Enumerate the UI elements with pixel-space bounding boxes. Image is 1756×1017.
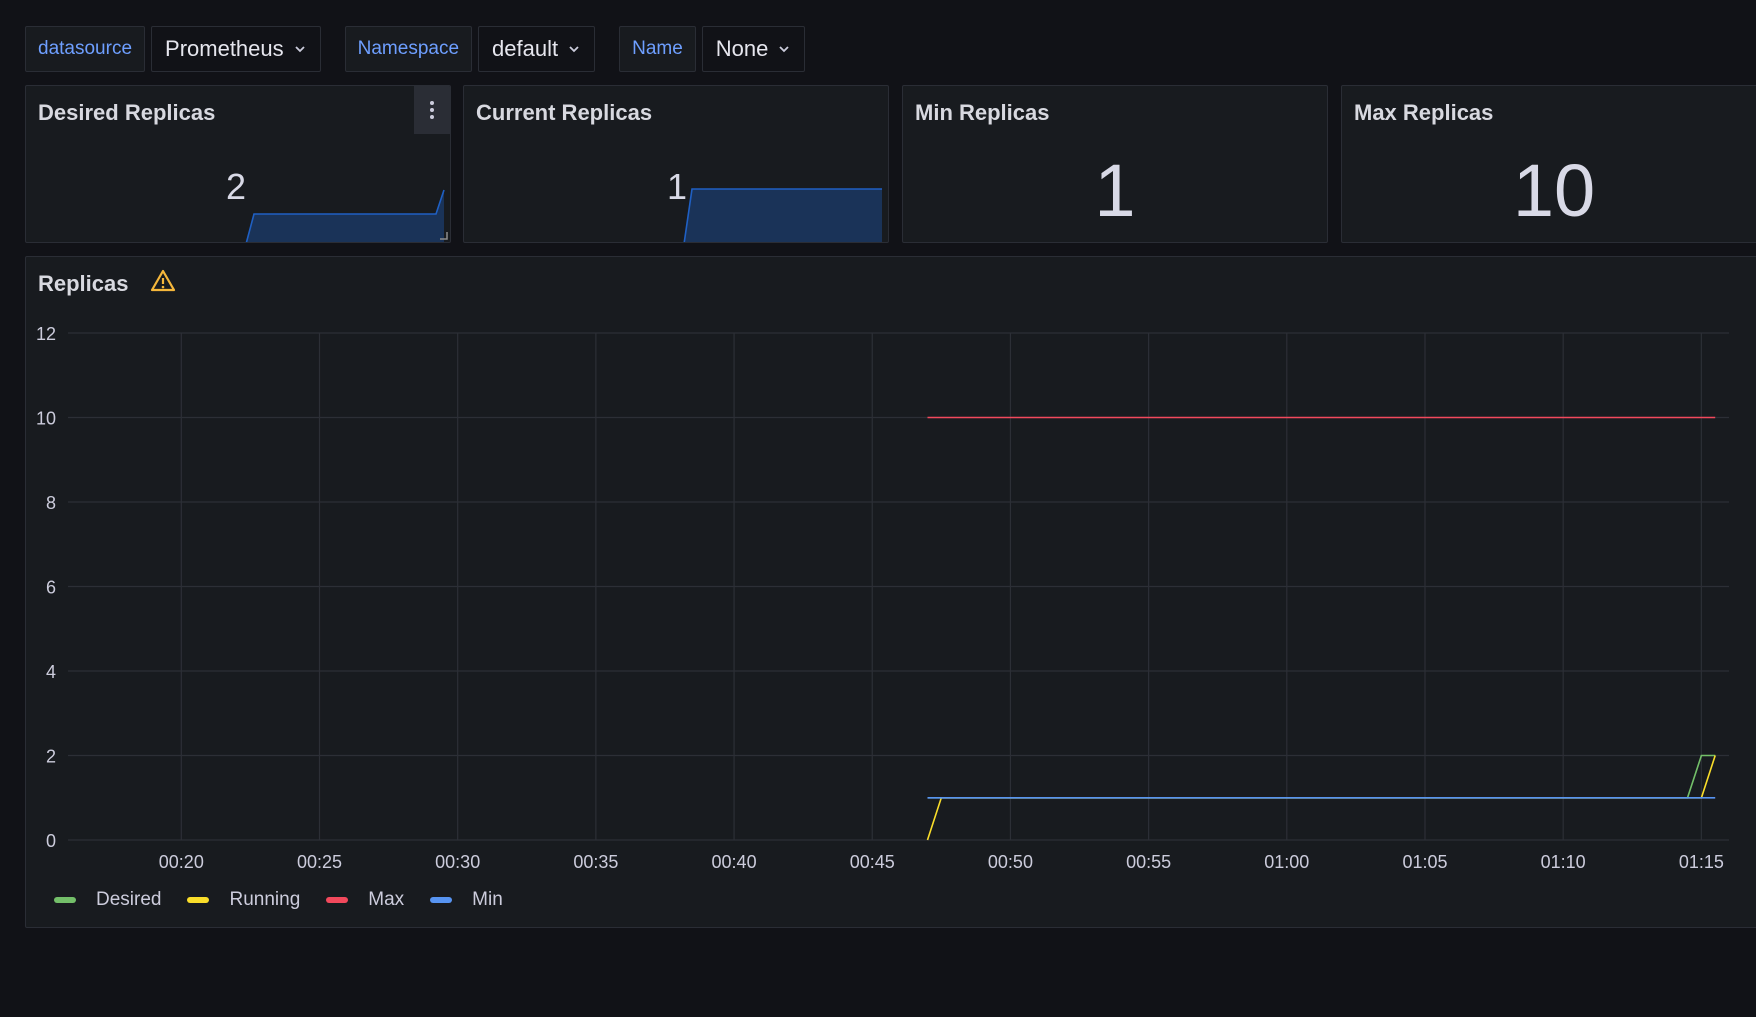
datasource-select[interactable]: Prometheus: [151, 26, 321, 72]
panel-title: Replicas: [38, 271, 129, 296]
panel-title: Max Replicas: [1354, 100, 1494, 125]
y-tick-label: 0: [46, 831, 56, 851]
panel-title: Desired Replicas: [38, 100, 216, 125]
legend-swatch: [430, 897, 453, 903]
min-replicas-value: 1: [1094, 149, 1136, 232]
legend-label: Max: [368, 889, 405, 910]
namespace-select-value: default: [492, 36, 559, 61]
legend-item-max[interactable]: Max: [326, 889, 404, 911]
y-tick-label: 10: [36, 409, 56, 429]
y-tick-label: 8: [46, 493, 56, 513]
legend-item-min[interactable]: Min: [430, 889, 503, 911]
variable-label-datasource: datasource: [25, 26, 146, 72]
variable-label-name: Name: [619, 26, 696, 72]
current-replicas-sparkline: [683, 188, 882, 242]
legend-swatch: [187, 897, 210, 903]
x-tick-label: 00:50: [988, 852, 1033, 872]
namespace-select[interactable]: default: [478, 26, 596, 72]
desired-replicas-panel[interactable]: Desired Replicas 2: [25, 85, 451, 243]
x-tick-label: 01:00: [1264, 852, 1309, 872]
x-tick-label: 00:55: [1126, 852, 1171, 872]
x-tick-label: 00:25: [297, 852, 342, 872]
max-replicas-panel[interactable]: Max Replicas 10: [1341, 85, 1756, 243]
datasource-select-value: Prometheus: [165, 36, 284, 61]
current-replicas-panel[interactable]: Current Replicas 1: [463, 85, 889, 243]
chevron-down-icon: [779, 46, 790, 53]
legend-item-desired[interactable]: Desired: [54, 889, 161, 911]
max-replicas-value: 10: [1512, 149, 1596, 232]
name-select[interactable]: None: [701, 26, 806, 72]
more-vertical-icon: [430, 101, 434, 119]
series-line-desired: [927, 754, 1716, 799]
x-tick-label: 01:05: [1402, 852, 1447, 872]
legend-swatch: [326, 897, 349, 903]
desired-replicas-value: 2: [226, 166, 247, 207]
panel-title: Min Replicas: [915, 100, 1050, 125]
replicas-chart: 0 2 4 6 8 10 12 00:20 00:25 00:30 00:35 00:40 00:45 0…: [36, 324, 1729, 872]
x-tick-label: 01:10: [1541, 852, 1586, 872]
panel-menu-button[interactable]: [414, 86, 450, 134]
chevron-down-icon: [569, 46, 579, 53]
x-tick-label: 00:40: [712, 852, 757, 872]
legend-label: Desired: [96, 889, 162, 910]
legend-swatch: [54, 897, 76, 903]
legend-label: Running: [229, 889, 301, 910]
x-tick-label: 00:30: [435, 852, 480, 872]
x-tick-label: 00:20: [159, 852, 204, 872]
legend-label: Min: [472, 889, 503, 910]
replicas-panel[interactable]: Replicas 0 2 4 6 8 10 12 00:20 00:25 00:30 00:35 00…: [25, 256, 1756, 928]
x-tick-label: 01:15: [1679, 852, 1724, 872]
current-replicas-value: 1: [667, 166, 688, 207]
x-tick-label: 00:45: [850, 852, 895, 872]
y-tick-label: 6: [46, 578, 56, 598]
desired-replicas-sparkline: [245, 189, 445, 242]
y-tick-label: 2: [46, 747, 56, 767]
y-tick-label: 4: [46, 662, 56, 682]
x-tick-label: 00:35: [573, 852, 618, 872]
name-select-value: None: [715, 36, 769, 61]
legend-item-running[interactable]: Running: [187, 889, 300, 911]
variable-label-namespace: Namespace: [344, 26, 473, 72]
panel-title: Current Replicas: [476, 100, 653, 125]
variable-bar: datasource Prometheus Namespace default …: [25, 25, 806, 73]
chart-legend: Desired Running Max Min: [54, 889, 529, 911]
chevron-down-icon: [295, 46, 305, 53]
warning-triangle-icon[interactable]: [150, 269, 176, 293]
min-replicas-panel[interactable]: Min Replicas 1: [902, 85, 1328, 243]
resize-handle-icon[interactable]: [438, 230, 448, 240]
y-tick-label: 12: [36, 324, 56, 344]
